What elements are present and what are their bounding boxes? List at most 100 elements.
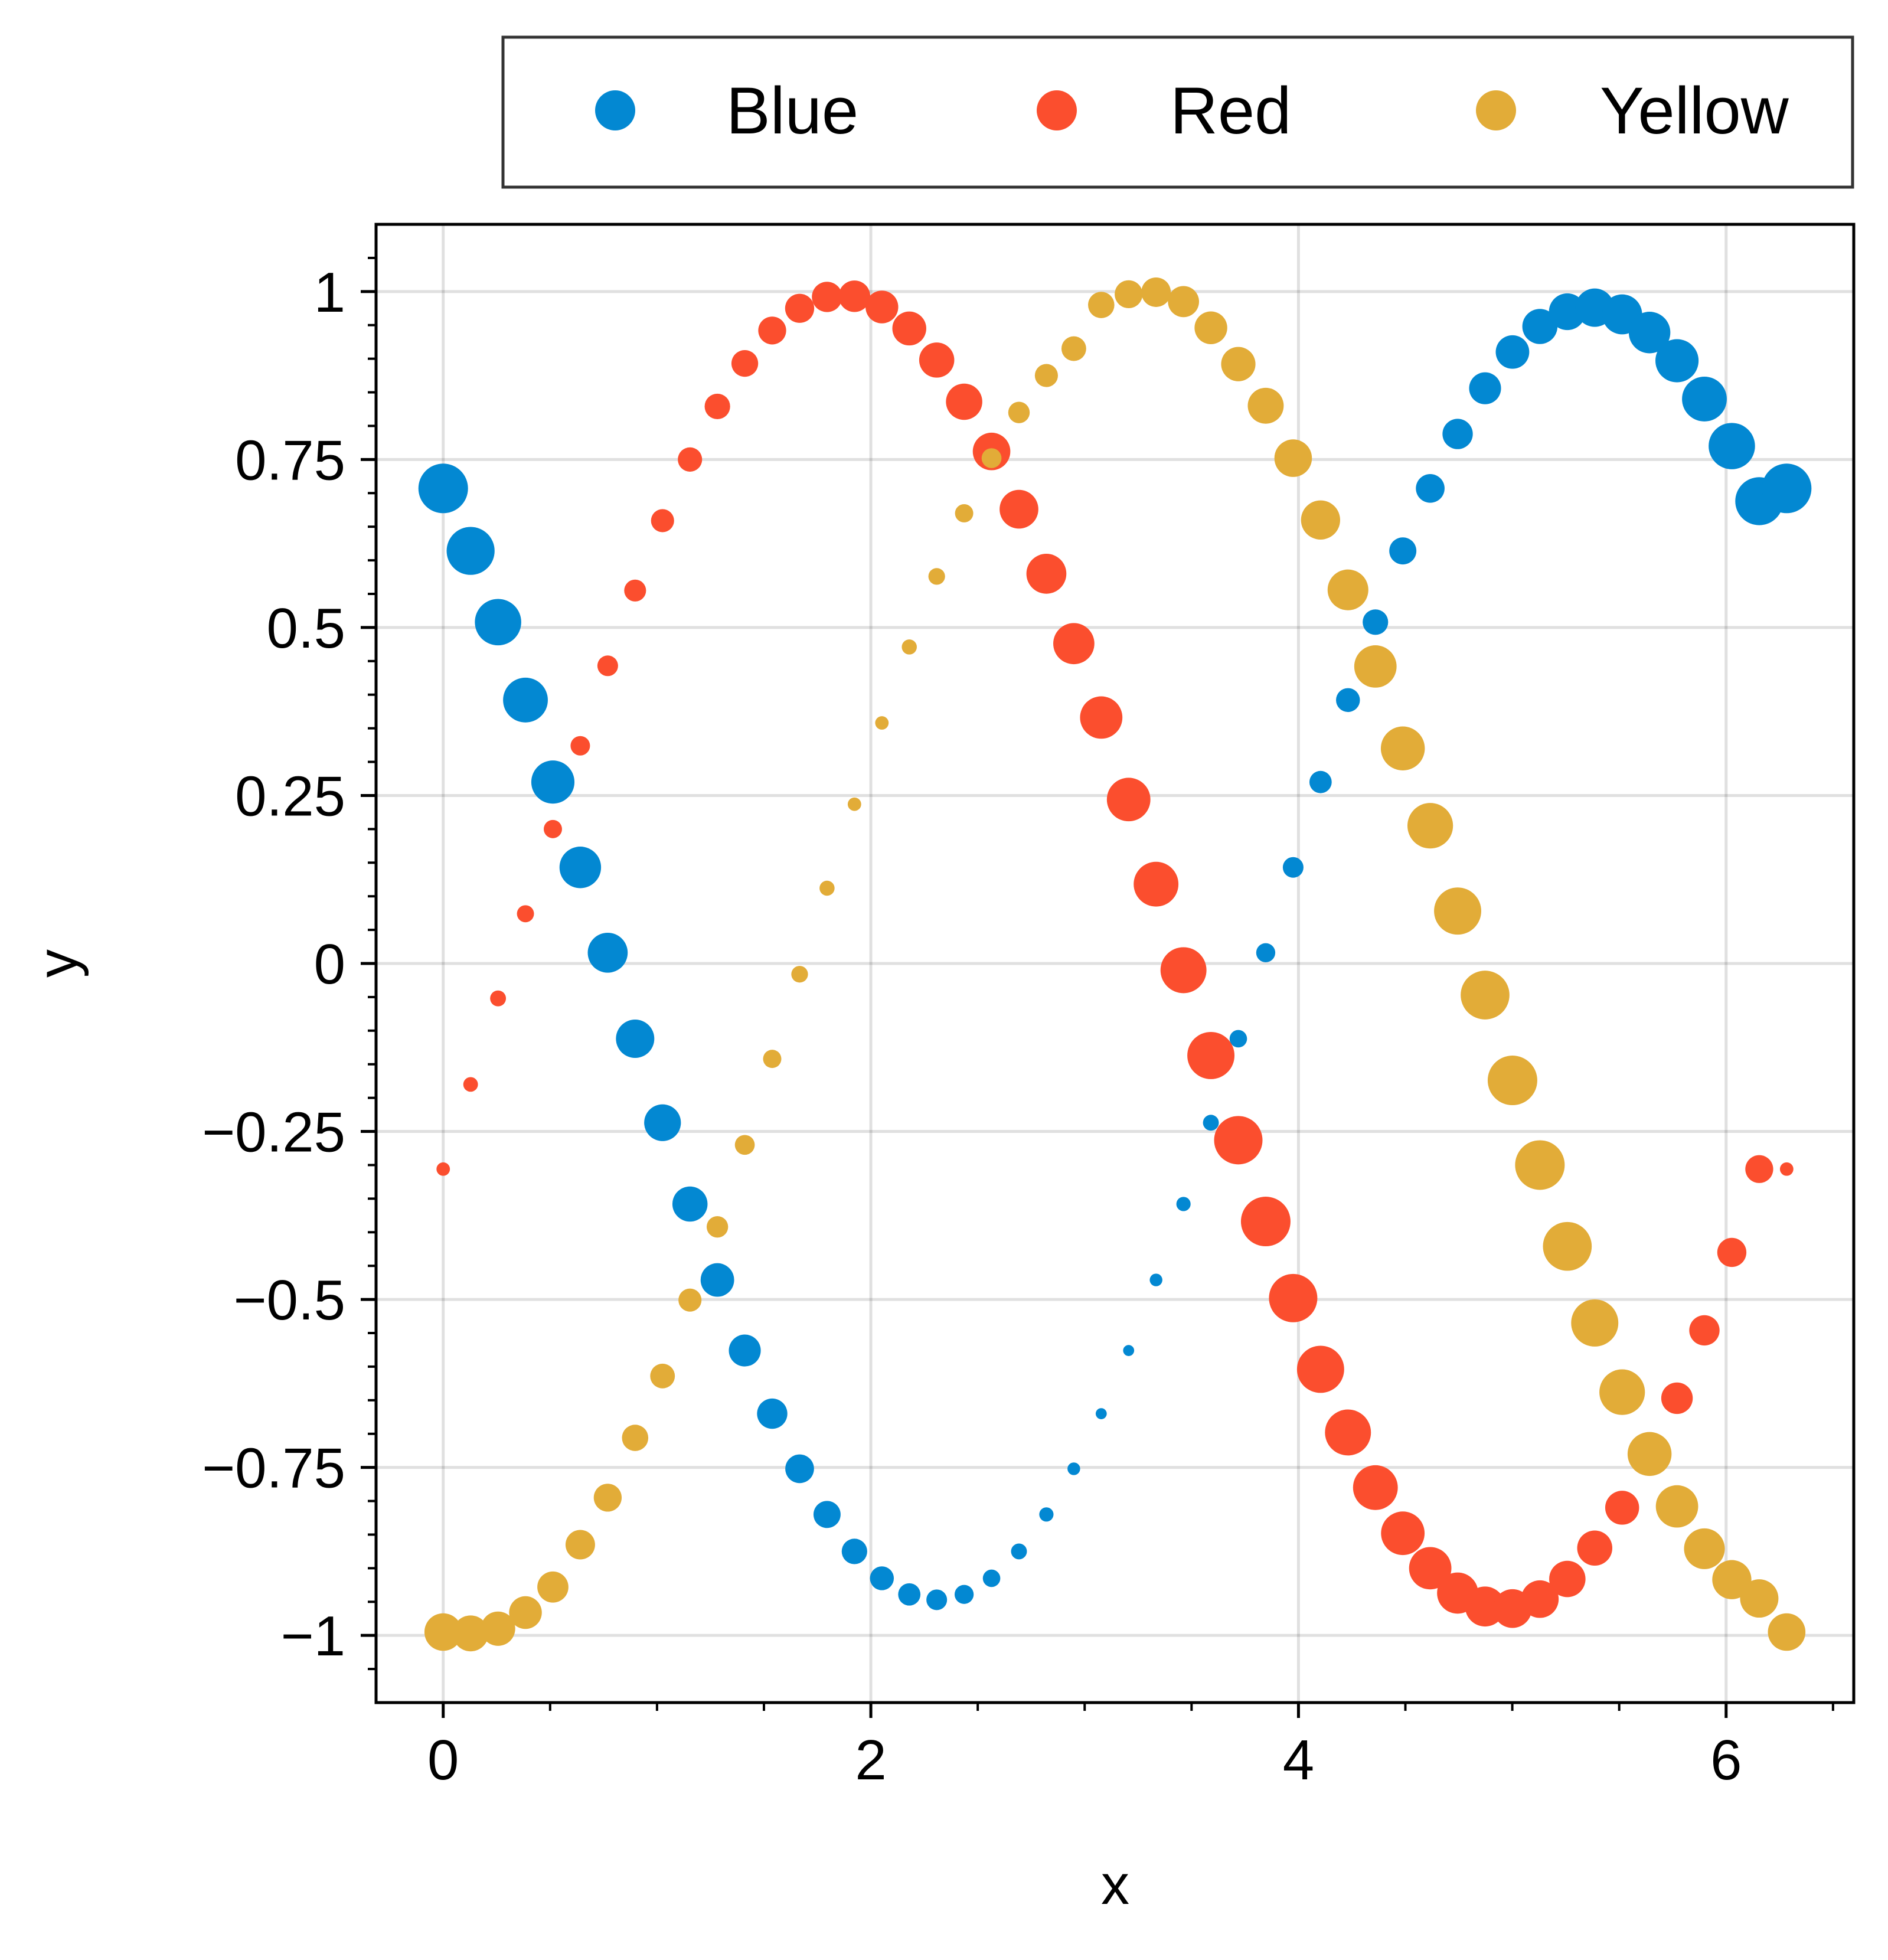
point-blue	[1176, 1197, 1191, 1211]
point-red	[1160, 947, 1207, 994]
point-yellow	[1740, 1579, 1779, 1618]
point-yellow	[622, 1425, 649, 1451]
point-yellow	[928, 568, 945, 585]
point-red	[1187, 1031, 1235, 1079]
point-blue	[1256, 943, 1276, 962]
legend-marker-yellow	[1476, 90, 1516, 130]
series-yellow	[424, 277, 1806, 1652]
point-blue	[1067, 1462, 1080, 1475]
y-tick-label: −0.75	[202, 1437, 345, 1500]
point-red	[999, 489, 1038, 529]
point-blue	[1655, 339, 1699, 383]
point-blue	[1469, 372, 1501, 404]
point-red	[1381, 1511, 1425, 1556]
point-yellow	[509, 1596, 542, 1629]
point-blue	[1149, 1273, 1162, 1286]
point-red	[436, 1162, 450, 1176]
point-yellow	[1768, 1613, 1806, 1651]
point-blue	[446, 527, 495, 575]
y-tick-label: −1	[281, 1605, 345, 1668]
point-yellow	[1061, 336, 1086, 361]
point-yellow	[537, 1571, 569, 1603]
x-tick-label: 4	[1283, 1729, 1314, 1792]
point-yellow	[1461, 971, 1510, 1020]
point-red	[1521, 1580, 1559, 1618]
y-tick-label: 0.75	[235, 429, 345, 492]
point-red	[919, 342, 955, 378]
point-red	[758, 316, 786, 345]
point-red	[892, 311, 926, 346]
point-blue	[1309, 770, 1332, 793]
point-blue	[870, 1566, 894, 1590]
point-red	[1779, 1162, 1794, 1176]
legend-frame	[501, 35, 1854, 189]
tick-labels: 0 2 4 6 −1 −0.75 −0.5 −0.25 0 0.25 0.5 0.75 1	[202, 261, 1742, 1792]
point-red	[1296, 1345, 1344, 1393]
point-yellow	[1515, 1140, 1565, 1190]
point-yellow	[706, 1216, 729, 1238]
point-yellow	[875, 716, 889, 730]
point-blue	[700, 1263, 734, 1297]
point-yellow	[1627, 1432, 1672, 1476]
point-red	[1409, 1547, 1452, 1590]
point-yellow	[981, 448, 1002, 468]
point-red	[704, 393, 730, 420]
legend-label-red: Red	[1170, 74, 1291, 148]
point-red	[946, 383, 982, 420]
point-yellow	[955, 504, 974, 522]
point-blue	[926, 1589, 948, 1611]
point-blue	[531, 760, 575, 804]
point-yellow	[847, 797, 861, 811]
y-tick-label: 0.5	[267, 597, 345, 660]
point-red	[785, 293, 815, 323]
point-yellow	[1008, 401, 1030, 423]
point-blue	[672, 1186, 708, 1222]
x-tick-label: 0	[427, 1729, 459, 1792]
point-blue	[1495, 335, 1530, 369]
point-yellow	[1274, 439, 1312, 477]
y-axis-label: y	[26, 949, 89, 978]
point-red	[1325, 1409, 1371, 1456]
axis-ticks	[361, 256, 1834, 1718]
point-blue	[1628, 312, 1671, 354]
point-yellow	[1088, 292, 1115, 318]
point-yellow	[791, 966, 808, 983]
point-yellow	[1434, 887, 1481, 935]
point-blue	[813, 1501, 841, 1528]
point-yellow	[1407, 803, 1453, 849]
point-yellow	[1712, 1560, 1752, 1599]
point-blue	[503, 677, 548, 723]
point-yellow	[1543, 1221, 1592, 1271]
point-yellow	[734, 1135, 755, 1155]
y-tick-label: 0	[314, 933, 345, 996]
point-yellow	[565, 1530, 595, 1560]
point-blue	[559, 847, 602, 888]
point-blue	[1709, 423, 1755, 469]
point-blue	[1095, 1408, 1107, 1419]
point-yellow	[452, 1615, 489, 1652]
point-yellow	[1301, 500, 1341, 540]
point-red	[1353, 1465, 1398, 1510]
point-blue	[644, 1104, 681, 1141]
point-blue	[729, 1334, 761, 1367]
point-blue	[1389, 537, 1417, 565]
point-red	[490, 990, 507, 1007]
point-red	[1080, 696, 1123, 739]
point-red	[865, 290, 899, 324]
point-blue	[616, 1019, 655, 1058]
legend-marker-blue	[595, 90, 635, 130]
legend-label-blue: Blue	[726, 74, 858, 148]
point-blue	[785, 1454, 814, 1484]
y-tick-label: 1	[314, 261, 345, 324]
point-red	[812, 282, 842, 312]
point-yellow	[1380, 726, 1425, 771]
point-red	[517, 905, 534, 923]
point-yellow	[1571, 1299, 1619, 1347]
data-points	[418, 277, 1812, 1652]
point-blue	[1282, 857, 1304, 878]
x-tick-label: 2	[855, 1729, 886, 1792]
legend-label-yellow: Yellow	[1600, 74, 1789, 148]
series-blue	[418, 288, 1812, 1611]
point-blue	[898, 1583, 921, 1606]
